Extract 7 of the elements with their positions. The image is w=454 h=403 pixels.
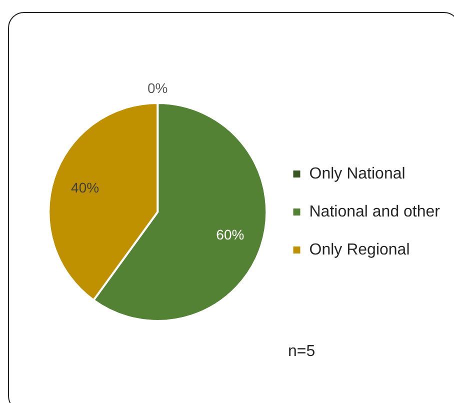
legend-label: Only National: [309, 165, 406, 182]
legend-label: Only Regional: [309, 241, 410, 258]
legend-label: National and other: [309, 203, 441, 220]
data-label: 60%: [216, 226, 244, 242]
text: 0%: [148, 80, 168, 96]
data-label: 40%: [71, 179, 100, 196]
text: n=5: [288, 343, 316, 361]
